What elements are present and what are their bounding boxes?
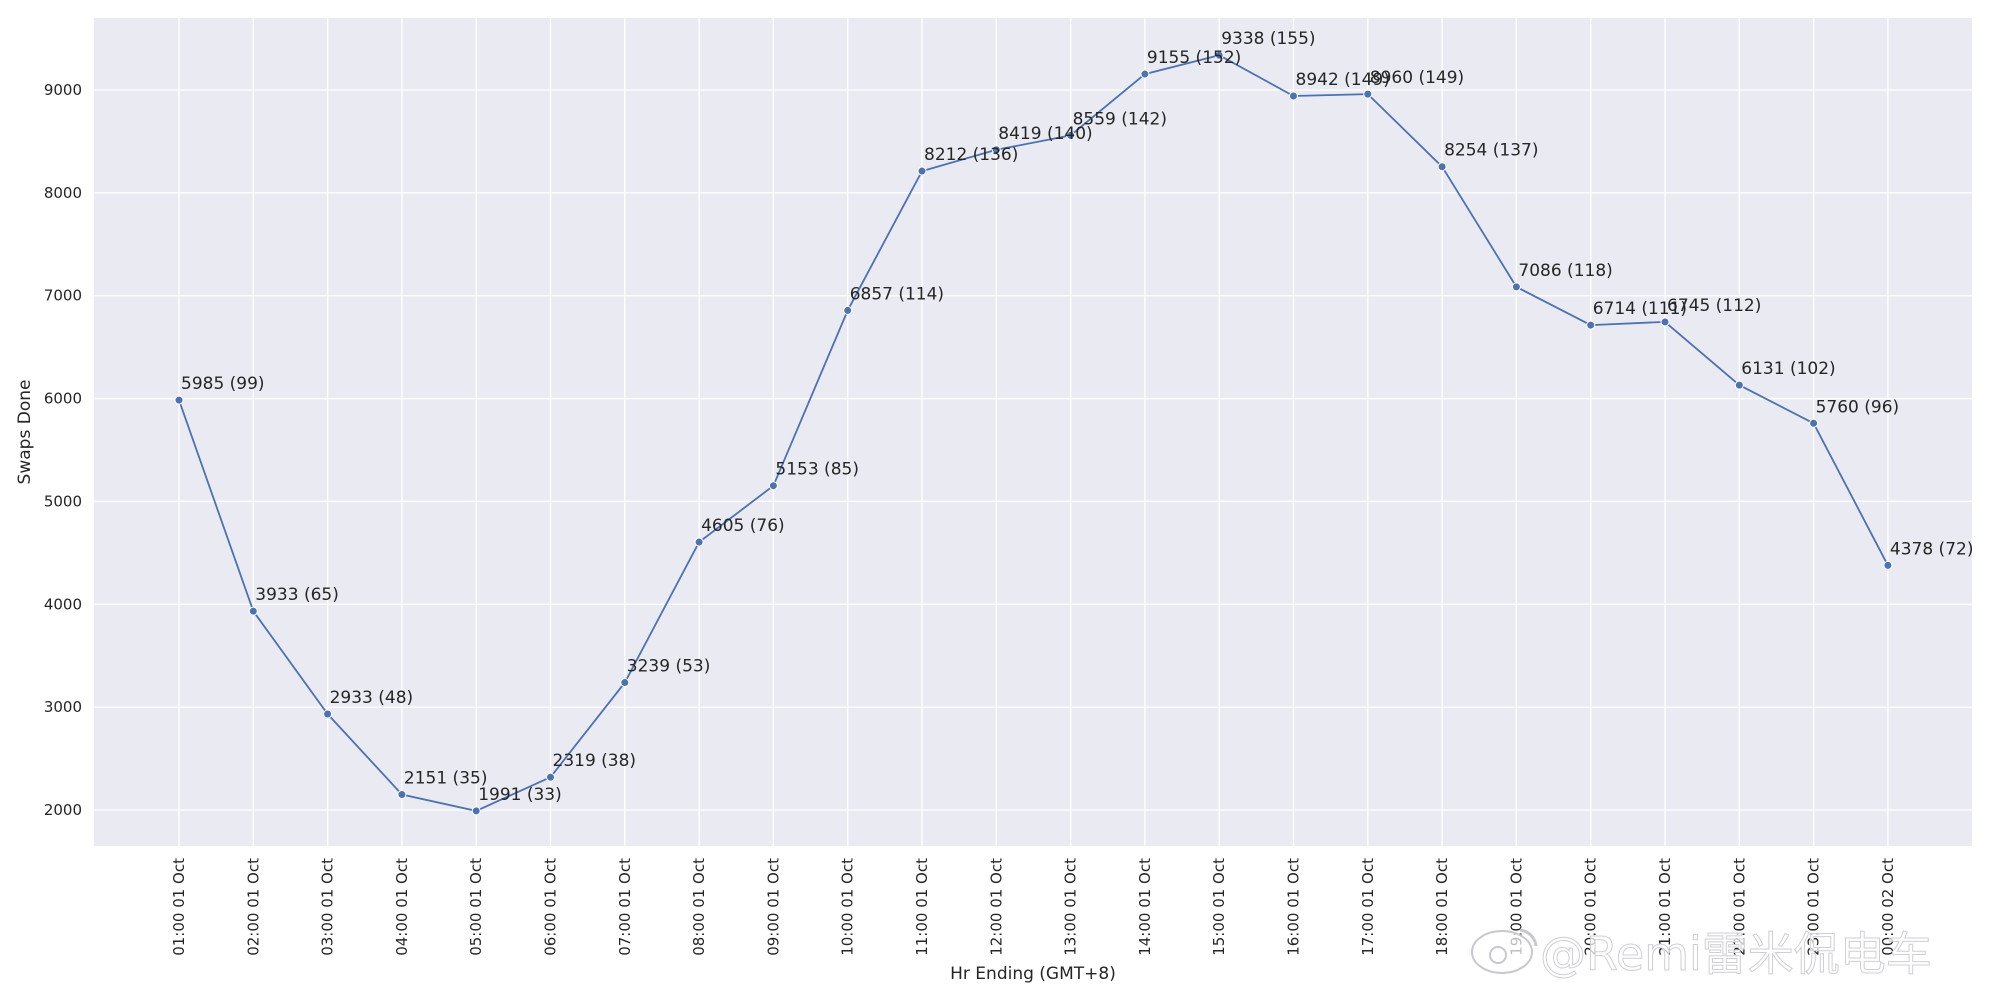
data-point [620, 678, 630, 688]
x-tick-label: 20:00 01 Oct [1582, 858, 1600, 956]
data-point [991, 145, 1001, 155]
data-label: 8419 (140) [998, 124, 1092, 144]
watermark-text: @Remi雷米侃电车 [1540, 927, 1932, 981]
x-axis-ticks: 01:00 01 Oct 02:00 01 Oct 03:00 01 Oct 04:0… [170, 858, 1897, 956]
x-tick-label: 08:00 01 Oct [690, 858, 708, 956]
horizontal-gridlines [94, 89, 1972, 811]
data-point [397, 789, 407, 799]
data-label: 8960 (149) [1370, 68, 1464, 88]
x-tick-label: 23:00 01 Oct [1805, 858, 1823, 956]
y-tick-label: 6000 [44, 390, 82, 408]
y-tick-label: 4000 [44, 595, 82, 613]
data-label: 6745 (112) [1667, 296, 1761, 316]
series-line [178, 54, 1889, 812]
data-point [768, 481, 778, 491]
y-tick-label: 3000 [44, 698, 82, 716]
data-label: 3933 (65) [255, 585, 339, 605]
x-tick-label: 11:00 01 Oct [913, 858, 931, 956]
x-tick-label: 01:00 01 Oct [170, 858, 188, 956]
data-label: 2151 (35) [404, 768, 488, 788]
x-tick-label: 07:00 01 Oct [616, 858, 634, 956]
data-label: 8942 (149) [1296, 70, 1390, 90]
x-tick-label: 02:00 01 Oct [244, 858, 262, 956]
data-point [1586, 320, 1596, 330]
x-tick-label: 21:00 01 Oct [1656, 858, 1674, 956]
x-tick-label: 14:00 01 Oct [1136, 858, 1154, 956]
data-point [471, 806, 481, 816]
data-point [1511, 282, 1521, 292]
data-point [1289, 91, 1298, 101]
x-tick-label: 03:00 01 Oct [319, 858, 337, 956]
x-tick-label: 15:00 01 Oct [1210, 858, 1228, 956]
y-tick-label: 2000 [44, 801, 82, 819]
data-label: 4378 (72) [1890, 539, 1974, 559]
data-label: 2319 (38) [553, 751, 637, 771]
data-point [1363, 89, 1373, 99]
data-label: 2933 (48) [330, 688, 414, 708]
x-tick-label: 22:00 01 Oct [1730, 858, 1748, 956]
data-label: 9338 (155) [1221, 29, 1315, 49]
x-tick-label: 18:00 01 Oct [1433, 858, 1451, 956]
weibo-icon [1471, 928, 1538, 974]
y-tick-label: 5000 [44, 492, 82, 510]
x-tick-label: 05:00 01 Oct [467, 858, 485, 956]
y-axis-label: Swaps Done [15, 380, 35, 485]
data-point [248, 606, 258, 616]
data-point [1214, 50, 1224, 60]
data-labels: 5985 (99) 3933 (65) 2933 (48) 2151 (35)1991… [181, 29, 1973, 805]
data-label: 6857 (114) [850, 284, 944, 304]
data-point [917, 166, 927, 176]
data-label: 1991 (33) [478, 785, 562, 805]
data-point [1809, 418, 1819, 428]
data-label: 8559 (142) [1073, 109, 1167, 129]
data-label: 6714 (111) [1593, 299, 1687, 319]
data-point [1140, 69, 1150, 79]
x-axis-label: Hr Ending (GMT+8) [950, 964, 1116, 984]
y-tick-label: 9000 [44, 81, 82, 99]
x-tick-label: 04:00 01 Oct [393, 858, 411, 956]
data-point [1660, 317, 1670, 327]
data-label: 4605 (76) [701, 516, 785, 536]
data-point [323, 709, 333, 719]
data-label: 8212 (136) [924, 145, 1018, 165]
x-tick-label: 10:00 01 Oct [839, 858, 857, 956]
x-tick-label: 06:00 01 Oct [542, 858, 560, 956]
data-label: 8254 (137) [1444, 141, 1538, 161]
vertical-gridlines [178, 18, 1889, 846]
data-point [546, 772, 555, 782]
watermark: @Remi雷米侃电车 [1471, 927, 1932, 982]
plot-background [94, 18, 1972, 846]
data-label: 3239 (53) [627, 657, 711, 677]
x-tick-label: 17:00 01 Oct [1359, 858, 1377, 956]
y-tick-label: 8000 [44, 184, 82, 202]
data-points [174, 50, 1893, 816]
y-tick-label: 7000 [44, 287, 82, 305]
x-tick-label: 16:00 01 Oct [1285, 858, 1303, 956]
data-point [694, 537, 704, 547]
y-axis-ticks: 2000 3000 4000 5000 6000 7000 8000 9000 [44, 81, 82, 819]
data-point [1066, 130, 1076, 140]
data-label: 9155 (152) [1147, 48, 1241, 68]
x-tick-label: 12:00 01 Oct [987, 858, 1005, 956]
data-point [1883, 560, 1893, 570]
data-point [1734, 380, 1744, 390]
data-point [1437, 162, 1447, 172]
data-label: 5153 (85) [775, 460, 859, 480]
data-label: 5760 (96) [1816, 397, 1900, 417]
x-tick-label: 13:00 01 Oct [1062, 858, 1080, 956]
data-label: 7086 (118) [1518, 261, 1612, 281]
data-label: 5985 (99) [181, 374, 265, 394]
data-point [843, 305, 853, 315]
data-label: 6131 (102) [1741, 359, 1835, 379]
x-tick-label: 09:00 01 Oct [764, 858, 782, 956]
x-tick-label: 00:00 02 Oct [1879, 858, 1897, 956]
data-point [174, 395, 184, 405]
